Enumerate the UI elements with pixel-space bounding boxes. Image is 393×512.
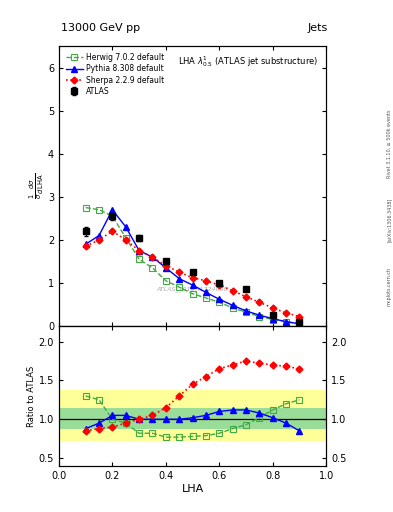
Herwig 7.0.2 default — [163, 278, 168, 284]
Legend: Herwig 7.0.2 default, Pythia 8.308 default, Sherpa 2.2.9 default, ATLAS: Herwig 7.0.2 default, Pythia 8.308 defau… — [63, 50, 167, 99]
Pythia 8.308 default — [177, 275, 182, 282]
Herwig 7.0.2 default — [97, 207, 101, 213]
Herwig 7.0.2 default — [150, 265, 155, 271]
Pythia 8.308 default — [190, 282, 195, 288]
Sherpa 2.2.9 default — [257, 299, 262, 305]
Pythia 8.308 default — [270, 315, 275, 322]
Text: 13000 GeV pp: 13000 GeV pp — [61, 23, 140, 33]
Pythia 8.308 default — [83, 241, 88, 247]
Herwig 7.0.2 default — [297, 321, 302, 327]
Text: LHA $\lambda^{1}_{0.5}$ (ATLAS jet substructure): LHA $\lambda^{1}_{0.5}$ (ATLAS jet subst… — [178, 54, 318, 70]
Herwig 7.0.2 default — [123, 234, 128, 241]
Sherpa 2.2.9 default — [163, 263, 168, 269]
Herwig 7.0.2 default — [137, 256, 141, 262]
Herwig 7.0.2 default — [83, 204, 88, 210]
Herwig 7.0.2 default — [244, 309, 248, 315]
Text: ATLAS_2019_I1724098: ATLAS_2019_I1724098 — [157, 287, 228, 292]
Sherpa 2.2.9 default — [150, 254, 155, 260]
Pythia 8.308 default — [163, 265, 168, 271]
Sherpa 2.2.9 default — [110, 228, 115, 234]
Herwig 7.0.2 default — [270, 316, 275, 323]
Pythia 8.308 default — [230, 302, 235, 308]
Pythia 8.308 default — [297, 321, 302, 327]
Pythia 8.308 default — [137, 247, 141, 253]
Pythia 8.308 default — [110, 207, 115, 213]
Sherpa 2.2.9 default — [230, 288, 235, 294]
Sherpa 2.2.9 default — [270, 305, 275, 311]
Text: mcplots.cern.ch: mcplots.cern.ch — [387, 267, 391, 306]
Sherpa 2.2.9 default — [297, 313, 302, 319]
Y-axis label: Ratio to ATLAS: Ratio to ATLAS — [27, 366, 36, 426]
Sherpa 2.2.9 default — [217, 282, 222, 288]
Pythia 8.308 default — [204, 289, 208, 295]
Text: [arXiv:1306.3438]: [arXiv:1306.3438] — [387, 198, 391, 242]
Y-axis label: $\frac{1}{\sigma}\frac{d\sigma}{d\,\mathrm{LHA}}$: $\frac{1}{\sigma}\frac{d\sigma}{d\,\math… — [28, 173, 46, 199]
Sherpa 2.2.9 default — [83, 243, 88, 249]
Sherpa 2.2.9 default — [244, 293, 248, 300]
Herwig 7.0.2 default — [230, 305, 235, 311]
Line: Sherpa 2.2.9 default: Sherpa 2.2.9 default — [83, 229, 302, 319]
Herwig 7.0.2 default — [217, 299, 222, 305]
Sherpa 2.2.9 default — [137, 247, 141, 253]
X-axis label: LHA: LHA — [182, 483, 204, 494]
Pythia 8.308 default — [284, 318, 288, 325]
Herwig 7.0.2 default — [177, 284, 182, 290]
Herwig 7.0.2 default — [284, 318, 288, 325]
Sherpa 2.2.9 default — [204, 278, 208, 284]
Sherpa 2.2.9 default — [97, 237, 101, 243]
Pythia 8.308 default — [244, 308, 248, 314]
Line: Herwig 7.0.2 default: Herwig 7.0.2 default — [83, 205, 302, 327]
Pythia 8.308 default — [257, 312, 262, 318]
Sherpa 2.2.9 default — [123, 237, 128, 243]
Pythia 8.308 default — [97, 232, 101, 239]
Line: Pythia 8.308 default: Pythia 8.308 default — [83, 206, 303, 327]
Herwig 7.0.2 default — [190, 291, 195, 297]
Herwig 7.0.2 default — [110, 213, 115, 219]
Text: Rivet 3.1.10, ≥ 500k events: Rivet 3.1.10, ≥ 500k events — [387, 109, 391, 178]
Sherpa 2.2.9 default — [177, 269, 182, 275]
Text: Jets: Jets — [308, 23, 328, 33]
Pythia 8.308 default — [150, 254, 155, 260]
Sherpa 2.2.9 default — [190, 274, 195, 281]
Herwig 7.0.2 default — [204, 295, 208, 301]
Pythia 8.308 default — [123, 224, 128, 230]
Sherpa 2.2.9 default — [284, 310, 288, 316]
Herwig 7.0.2 default — [257, 313, 262, 319]
Pythia 8.308 default — [217, 296, 222, 303]
